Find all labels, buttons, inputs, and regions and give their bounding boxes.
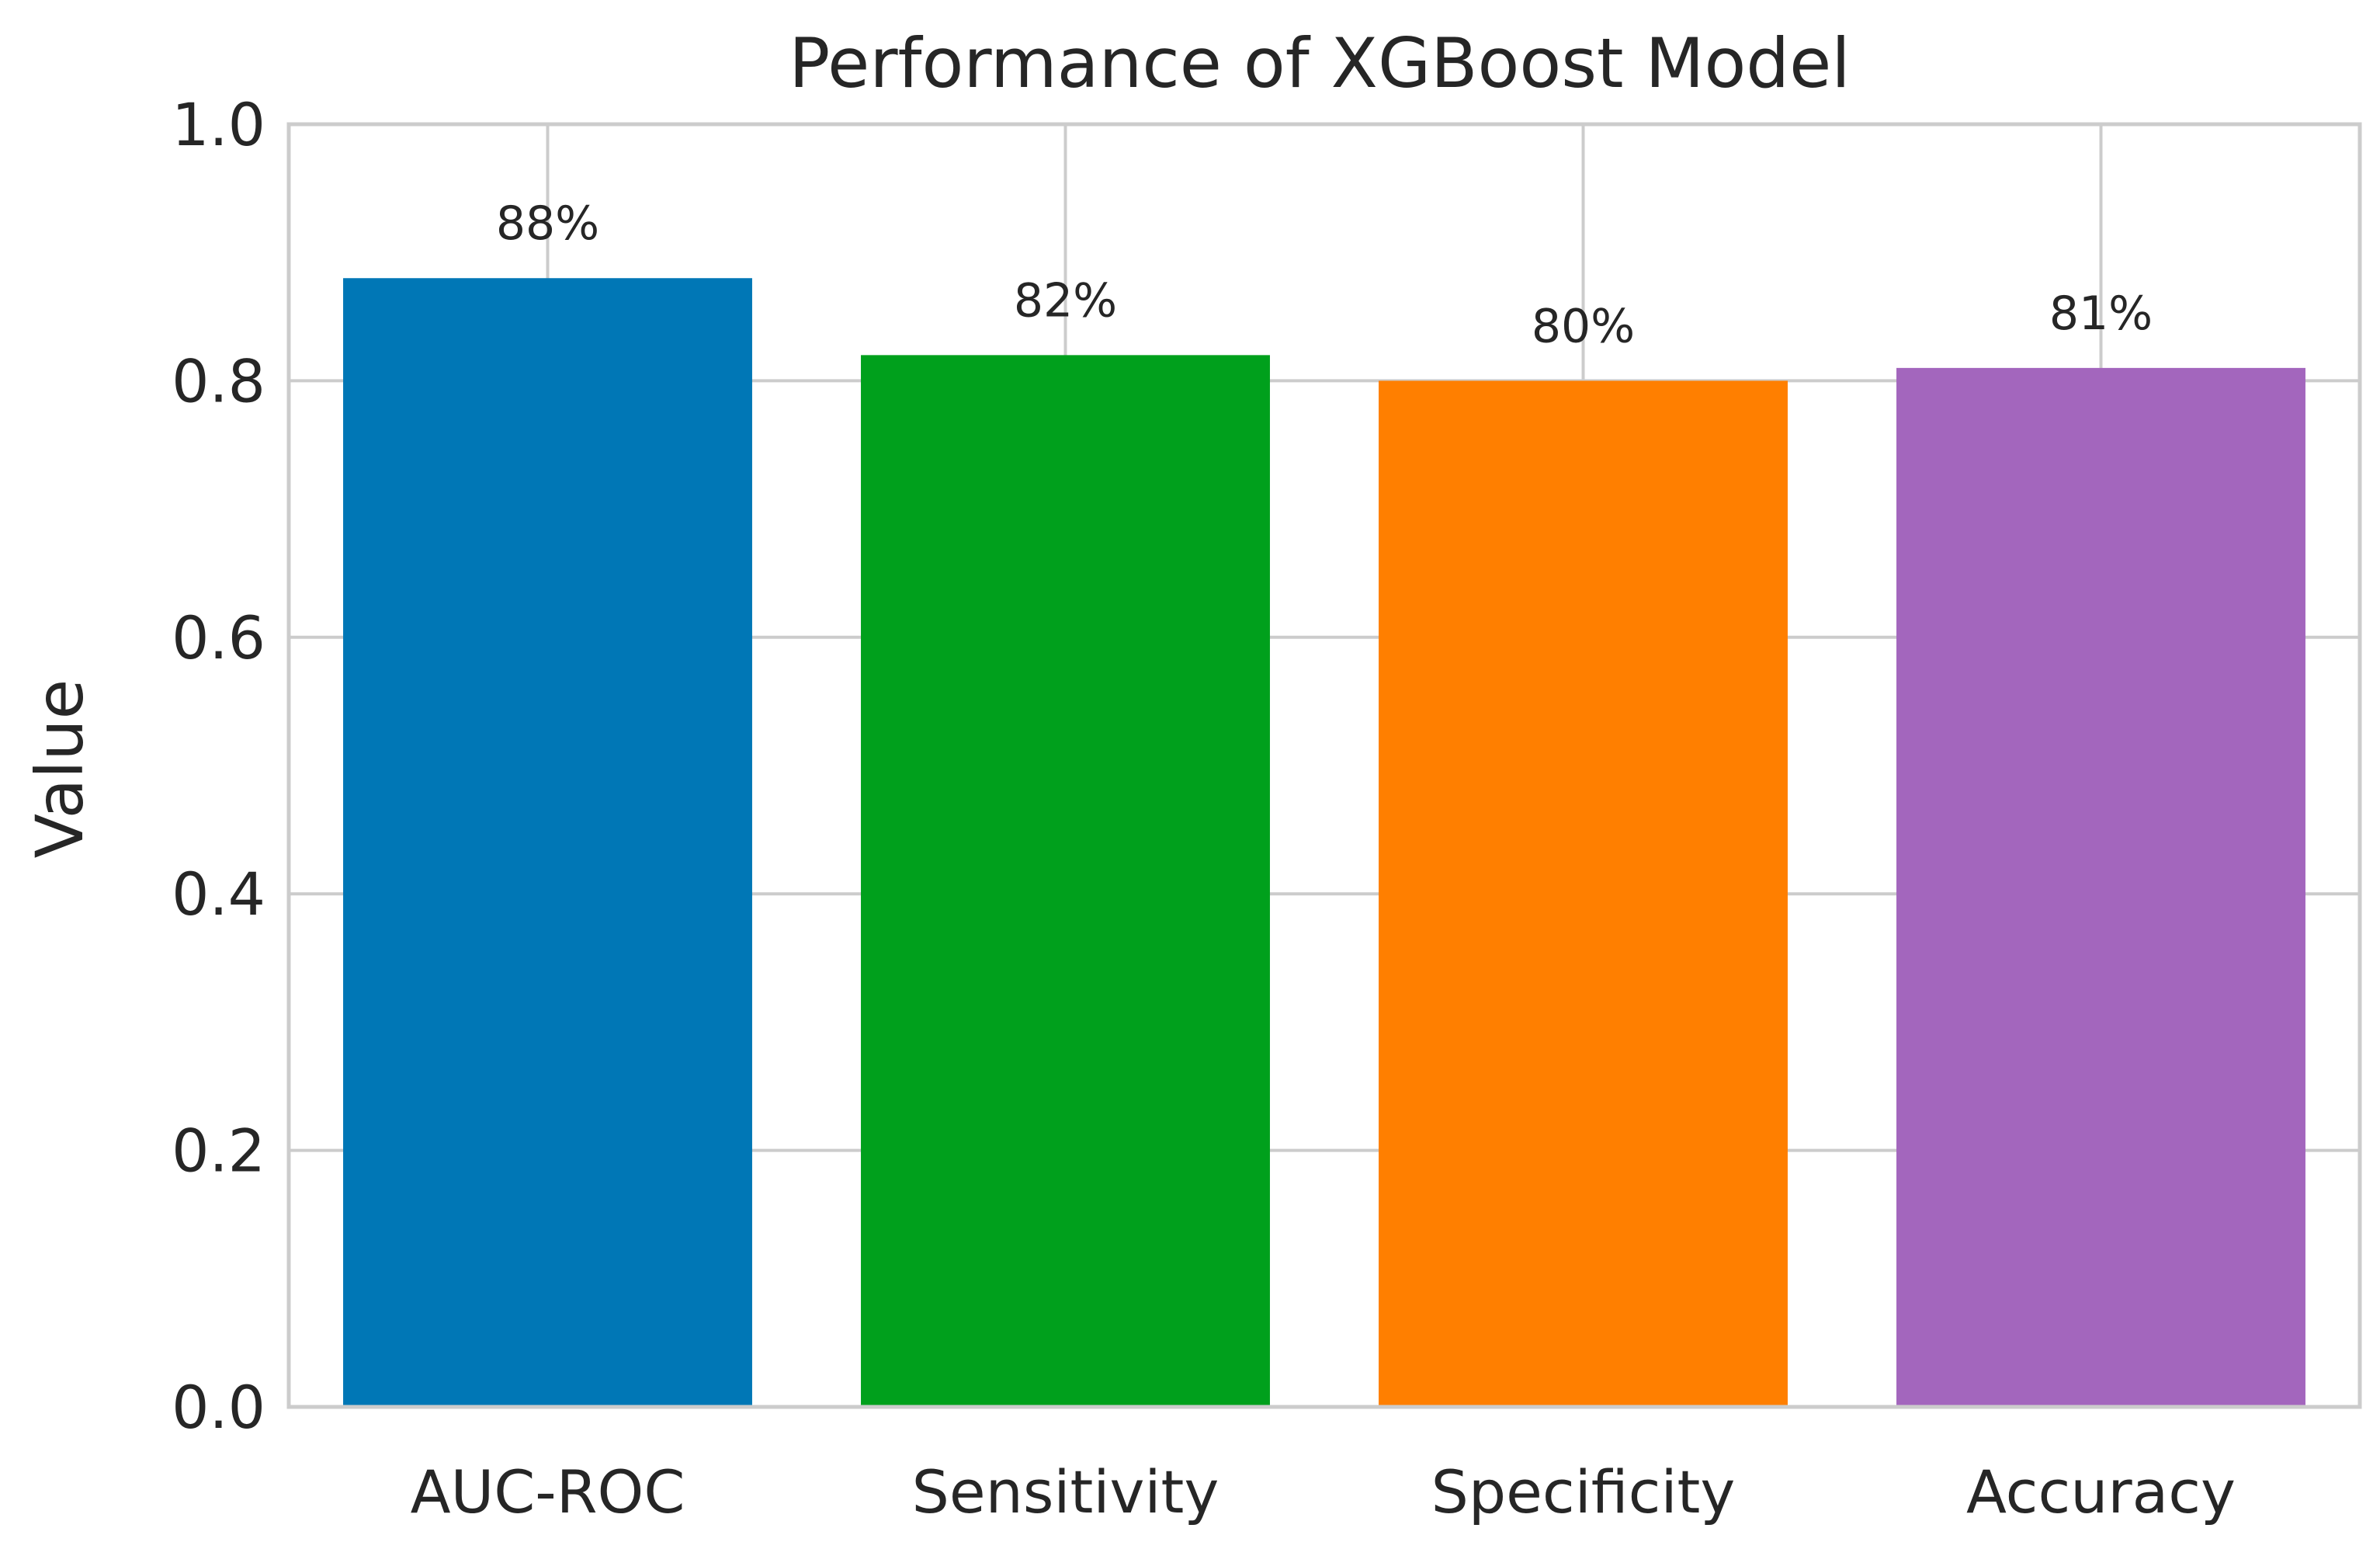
y-tick-label: 0.0 [172,1373,265,1442]
data-label: 81% [2049,287,2153,341]
plot-frame [286,122,2362,1409]
y-tick-label: 0.2 [172,1117,265,1186]
plot-border [286,122,2362,1409]
y-tick-label: 0.8 [172,346,265,415]
x-tick-labels: AUC-ROC Sensitivity Specificity Accuracy [411,1457,2236,1526]
x-tick-label: AUC-ROC [411,1457,685,1526]
bar-specificity [1379,380,1788,1407]
bar-auc-roc [343,278,752,1407]
data-label: 88% [496,196,599,251]
bar-sensitivity [861,355,1270,1407]
y-tick-label: 1.0 [172,90,265,159]
x-tick-label: Sensitivity [912,1457,1219,1526]
data-labels: 88% 82% 80% 81% [496,196,2153,353]
x-tick-label: Accuracy [1966,1457,2236,1526]
bars [343,278,2305,1407]
y-tick-label: 0.4 [172,860,265,929]
y-tick-labels: 0.0 0.2 0.4 0.6 0.8 1.0 [172,90,265,1442]
y-axis-label: Value [22,679,98,859]
data-label: 80% [1532,299,1635,353]
x-tick-label: Specificity [1431,1457,1736,1526]
data-label: 82% [1014,273,1117,328]
y-tick-label: 0.6 [172,603,265,672]
chart-title: Performance of XGBoost Model [789,23,1850,103]
bar-accuracy [1896,367,2305,1407]
